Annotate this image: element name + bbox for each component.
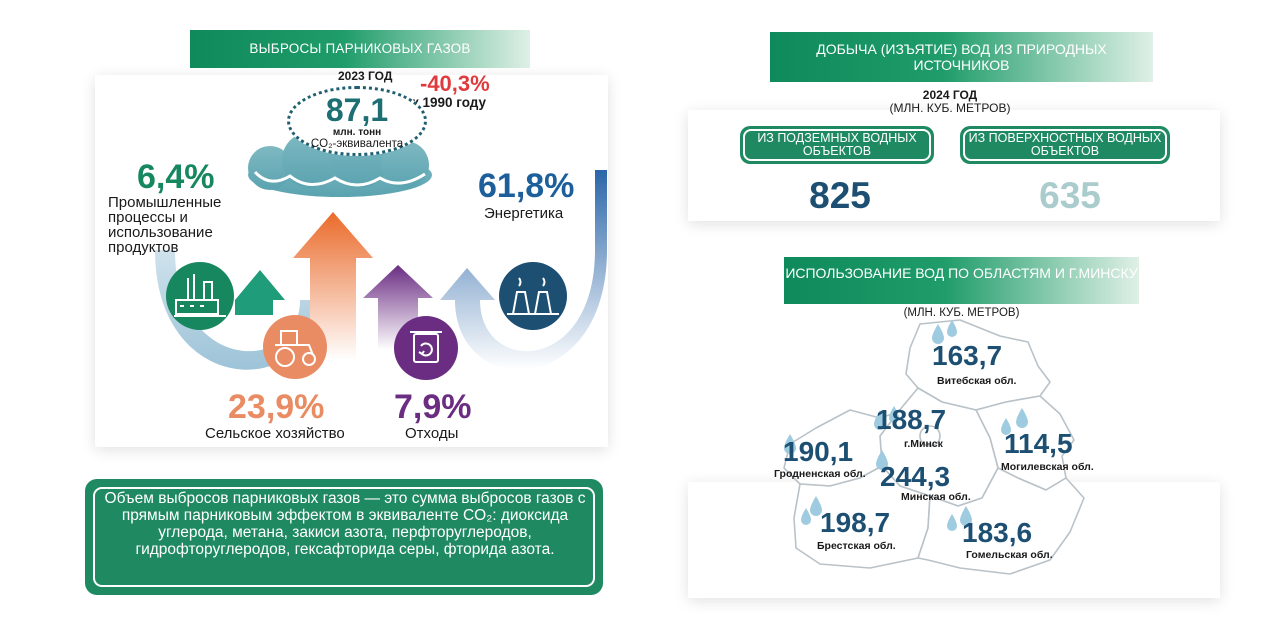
water-extraction-year: 2024 ГОД: [922, 88, 978, 102]
surface-pill: ИЗ ПОВЕРХНОСТНЫХ ВОДНЫХ ОБЪЕКТОВ: [960, 126, 1170, 164]
waste-label: Отходы: [405, 425, 459, 442]
water-extraction-unit: (МЛН. КУБ. МЕТРОВ): [889, 101, 1011, 115]
tractor-icon: [263, 315, 327, 379]
definition-text: Объем выбросов парниковых газов — это су…: [104, 490, 586, 558]
energy-label: Энергетика: [484, 205, 564, 222]
ghg-change-note: к 1990 году: [412, 95, 487, 110]
underground-label: ИЗ ПОДЗЕМНЫХ ВОДНЫХ ОБЪЕКТОВ: [743, 129, 931, 161]
mogilev-name: Могилевская обл.: [1001, 461, 1094, 473]
minsk-region-name: Минская обл.: [901, 491, 971, 503]
vitebsk-name: Витебская обл.: [937, 375, 1017, 387]
underground-value: 825: [809, 175, 871, 216]
ghg-change-percent: -40,3%: [420, 71, 490, 96]
water-use-unit: (МЛН. КУБ. МЕТРОВ): [903, 307, 1020, 319]
definition-box: [85, 479, 603, 595]
region-minsk-city: [919, 425, 941, 447]
ghg-total-unit: млн. тонн: [332, 127, 382, 138]
industry-percent: 6,4%: [137, 158, 215, 196]
minsk-city-name: г.Минск: [904, 438, 943, 450]
brest-value: 198,7: [820, 507, 891, 538]
ghg-title-banner: ВЫБРОСЫ ПАРНИКОВЫХ ГАЗОВ: [190, 30, 530, 68]
minsk-region-value: 244,3: [880, 461, 951, 492]
gomel-name: Гомельская обл.: [966, 549, 1053, 561]
teal-arrow: [235, 270, 285, 315]
vitebsk-value: 163,7: [932, 340, 1003, 371]
factory-icon: [166, 262, 234, 330]
left-arc-arrow: [155, 250, 315, 370]
total-ellipse: [287, 86, 427, 156]
region-gomel: [917, 467, 1085, 575]
mogilev-value: 114,5: [1004, 428, 1073, 459]
gomel-value: 183,6: [962, 517, 1033, 548]
underground-pill: ИЗ ПОДЗЕМНЫХ ВОДНЫХ ОБЪЕКТОВ: [740, 126, 934, 164]
ghg-year: 2023 ГОД: [338, 69, 393, 83]
water-extraction-title-banner: ДОБЫЧА (ИЗЪЯТИЕ) ВОД ИЗ ПРИРОДНЫХ ИСТОЧН…: [770, 32, 1153, 82]
agriculture-percent: 23,9%: [228, 388, 325, 426]
grodno-value: 190,1: [783, 436, 854, 467]
surface-label: ИЗ ПОВЕРХНОСТНЫХ ВОДНЫХ ОБЪЕКТОВ: [963, 129, 1167, 161]
water-use-title-banner: ИСПОЛЬЗОВАНИЕ ВОД ПО ОБЛАСТЯМ И Г.МИНСКУ: [784, 257, 1139, 304]
blue-arc-arrow: [440, 170, 607, 370]
ghg-total-value: 87,1: [325, 92, 389, 128]
industry-label: Промышленные процессы и использование пр…: [108, 194, 222, 256]
grodno-name: Гродненская обл.: [774, 468, 866, 480]
surface-value: 635: [1039, 175, 1101, 216]
energy-percent: 61,8%: [478, 167, 575, 205]
power-plant-icon: [499, 262, 567, 330]
recycle-bin-icon: [394, 316, 458, 380]
belarus-map: [783, 319, 1085, 575]
minsk-city-value: 188,7: [876, 404, 947, 435]
agriculture-label: Сельское хозяйство: [205, 425, 345, 442]
ghg-total-unit-co2: CO₂-эквивалента: [310, 138, 404, 150]
water-drop-icons: [784, 320, 1028, 531]
waste-percent: 7,9%: [394, 388, 472, 426]
brest-name: Брестская обл.: [817, 540, 896, 552]
